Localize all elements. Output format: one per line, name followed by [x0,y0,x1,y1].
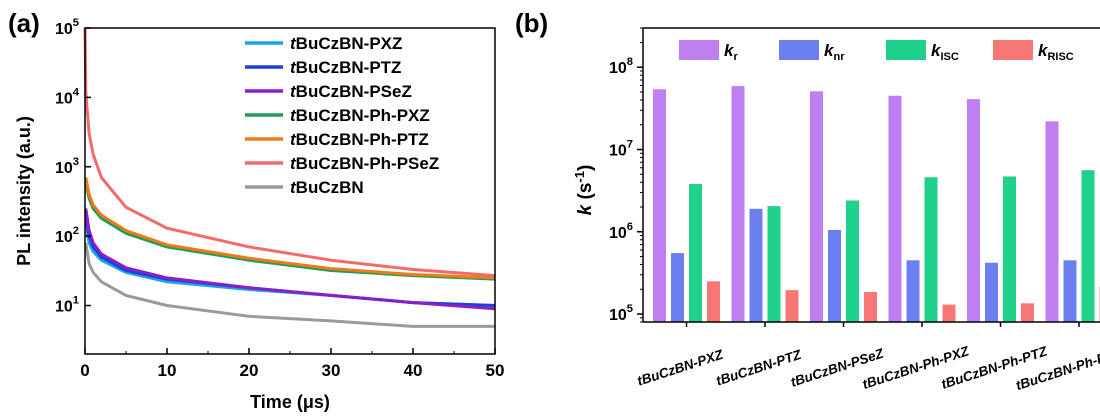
y-axis-label: k (s-1) [572,165,596,216]
bar-knr [1063,260,1077,322]
bar-kISC [924,177,938,322]
bar-kr [1045,121,1059,322]
legend-label: tBuCzBN-Ph-PTZ [290,130,429,149]
bar-kr [731,86,745,322]
bar-knr [985,262,998,322]
legend-swatch [779,40,819,60]
series-line-3 [84,208,496,311]
legend-label: kRISC [1038,41,1074,63]
legend-swatch [886,40,926,60]
bar-kr [653,89,666,322]
bar-kRISC [942,304,956,322]
legend-label: tBuCzBN-Ph-PXZ [290,106,430,125]
bar-kRISC [1021,303,1034,322]
bars [653,86,1100,323]
x-axis-label: Time (μs) [250,392,330,412]
series-line-7 [84,242,495,328]
legend-label: tBuCzBN [290,178,364,197]
x-tick-label: 0 [80,361,89,380]
bar-kISC [1003,176,1016,322]
x-tick-label: 10 [158,361,177,380]
bar-knr [749,208,763,322]
legend-label: tBuCzBN-PSeZ [290,82,412,101]
bar-knr [906,260,920,322]
x-tick-label: 50 [486,361,505,380]
bar-kRISC [707,281,720,322]
y-tick-label: 104 [55,86,80,107]
bar-kr [967,99,980,323]
y-tick-label: 106 [609,221,633,242]
y-tick-label: 105 [609,303,633,324]
series-lines [83,27,496,328]
y-tick-label: 105 [55,17,79,38]
bar-kr [810,91,823,322]
legend-label: knr [824,41,845,63]
x-tick-label: 40 [404,361,423,380]
y-tick-label: 101 [55,295,79,316]
bar-knr [828,230,841,322]
bar-knr [671,253,684,322]
series-line-5 [84,177,496,280]
bar-kISC [1081,170,1095,322]
category-label: tBuCzBN-PXZ [635,347,725,389]
legend-label: tBuCzBN-PTZ [290,58,401,77]
y-tick-label: 102 [55,225,79,246]
panel-b: (b)tBuCzBN-PXZtBuCzBN-PTZtBuCzBN-PSeZtBu… [515,8,1100,393]
y-tick-label: 103 [55,156,79,177]
bar-kISC [846,200,859,322]
legend-label: tBuCzBN-Ph-PSeZ [290,154,439,173]
x-tick-label: 30 [322,361,341,380]
legend: kr knr kISC kRISC [679,40,1074,63]
legend: tBuCzBN-PXZ tBuCzBN-PTZ tBuCzBN-PSeZ tBuCzB… [245,34,439,197]
bar-kr [888,95,902,322]
x-tick-label: 20 [240,361,259,380]
panel-a: (a) 0 10 20 30 40 50 101 102 103 104 105 Time (μs) PL… [8,8,504,412]
panel-a-label: (a) [8,8,40,38]
panel-b-label: (b) [515,8,548,38]
bar-kISC [689,184,702,322]
series-line-6 [83,27,496,278]
bar-kRISC [864,292,877,322]
legend-swatch [679,40,719,60]
y-tick-label: 107 [609,139,633,160]
y-tick-label: 108 [609,56,633,77]
y-axis-label: PL intensity (a.u.) [14,116,34,266]
legend-label: kr [724,41,738,63]
bar-kRISC [785,290,799,322]
bar-kISC [767,206,781,322]
legend-label: kISC [931,41,959,63]
legend-label: tBuCzBN-PXZ [290,34,402,53]
legend-swatch [993,40,1033,60]
